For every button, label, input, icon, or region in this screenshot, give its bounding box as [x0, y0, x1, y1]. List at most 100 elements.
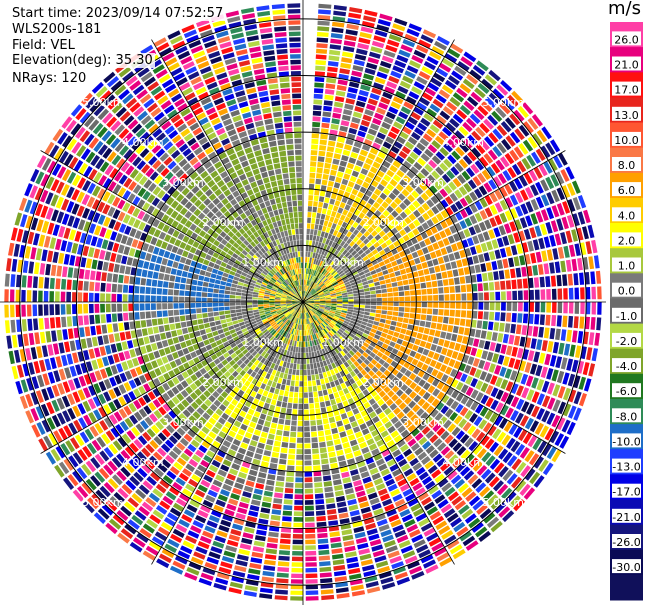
gate — [159, 479, 170, 489]
gate — [255, 346, 262, 353]
gate — [191, 365, 199, 373]
gate — [321, 342, 326, 349]
gate — [305, 312, 308, 319]
gate — [436, 391, 445, 401]
gate — [383, 174, 392, 183]
gate — [359, 501, 370, 509]
gate — [144, 372, 152, 382]
gate — [370, 305, 377, 309]
gate — [404, 216, 412, 225]
gate — [484, 219, 492, 230]
gate — [73, 419, 83, 432]
gate — [270, 362, 276, 369]
gate — [353, 183, 361, 191]
gate — [253, 359, 260, 366]
gate — [95, 325, 102, 335]
gate — [307, 305, 313, 309]
gate — [465, 398, 474, 408]
gate — [260, 507, 271, 514]
gate — [110, 365, 118, 375]
gate — [467, 425, 477, 436]
gate — [489, 251, 496, 261]
gate — [312, 357, 316, 364]
gate — [346, 373, 353, 380]
gate — [88, 348, 96, 359]
gate — [493, 176, 502, 187]
gate — [359, 31, 372, 39]
gate — [568, 287, 574, 300]
gate — [318, 292, 324, 296]
gate — [541, 194, 550, 207]
gate — [134, 312, 140, 320]
gate — [307, 295, 313, 299]
gate — [489, 217, 497, 228]
gate — [356, 224, 363, 231]
gate — [316, 419, 323, 426]
gate — [388, 75, 400, 84]
gate — [276, 400, 282, 407]
gate — [317, 161, 324, 168]
gate — [449, 225, 457, 234]
gate — [215, 320, 221, 326]
gate — [321, 336, 326, 342]
gate — [410, 442, 420, 452]
gate — [151, 311, 157, 318]
gate — [72, 470, 83, 483]
gate — [300, 307, 303, 314]
gate — [500, 80, 513, 92]
gate — [269, 428, 276, 435]
gate — [218, 431, 227, 439]
gate — [477, 283, 483, 292]
gate — [215, 435, 224, 444]
gate — [19, 244, 26, 258]
gate — [481, 101, 493, 112]
gate — [473, 338, 480, 347]
gate — [311, 290, 316, 295]
gate — [180, 545, 193, 555]
gate — [319, 566, 332, 572]
gate — [388, 34, 402, 42]
gate — [365, 581, 379, 588]
gate — [230, 291, 236, 295]
gate — [457, 174, 466, 184]
gate — [433, 72, 446, 83]
gate — [191, 279, 198, 286]
gate — [353, 141, 363, 149]
gate — [437, 240, 445, 248]
gate — [464, 327, 470, 336]
gate — [537, 440, 547, 454]
gate — [424, 415, 433, 425]
gate — [444, 486, 456, 497]
gate — [52, 343, 60, 355]
gate — [558, 342, 565, 355]
gate — [300, 352, 303, 359]
gate — [112, 273, 119, 283]
gate — [228, 430, 237, 438]
gate — [10, 274, 16, 287]
gate — [117, 487, 129, 499]
gate — [401, 188, 410, 197]
gate — [308, 268, 312, 275]
gate — [445, 262, 452, 270]
gate — [148, 402, 157, 412]
gate — [307, 286, 311, 292]
gate — [155, 421, 165, 431]
gate — [347, 498, 357, 506]
gate — [450, 517, 462, 528]
gate — [195, 546, 208, 555]
gate — [389, 444, 399, 453]
gate — [566, 214, 575, 228]
gate — [374, 112, 384, 121]
gate — [471, 130, 482, 142]
gate — [283, 425, 290, 431]
gate — [112, 514, 125, 526]
gate — [453, 415, 463, 425]
gate — [408, 222, 416, 230]
gate — [331, 296, 337, 299]
gate — [259, 325, 265, 330]
gate — [521, 157, 532, 170]
gate — [343, 258, 349, 264]
gate — [545, 276, 551, 287]
gate — [376, 170, 385, 178]
gate — [264, 554, 277, 560]
